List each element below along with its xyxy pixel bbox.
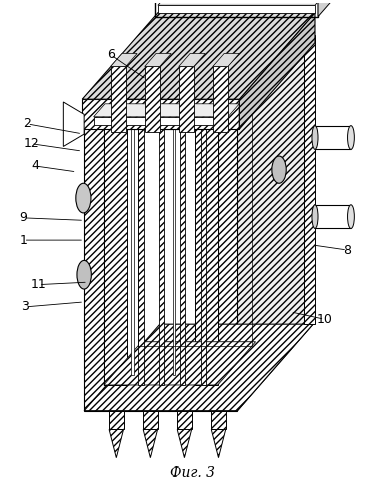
Polygon shape xyxy=(172,129,175,375)
Polygon shape xyxy=(111,54,137,66)
Ellipse shape xyxy=(76,183,91,213)
Polygon shape xyxy=(158,0,347,5)
Polygon shape xyxy=(104,342,256,385)
Polygon shape xyxy=(179,54,205,66)
Text: 3: 3 xyxy=(22,300,30,314)
Ellipse shape xyxy=(77,260,91,289)
Ellipse shape xyxy=(348,205,354,229)
Polygon shape xyxy=(179,66,194,132)
Polygon shape xyxy=(104,42,293,129)
Polygon shape xyxy=(237,35,313,410)
Polygon shape xyxy=(94,117,228,125)
Polygon shape xyxy=(143,410,157,430)
Text: 10: 10 xyxy=(316,312,333,326)
Polygon shape xyxy=(318,0,333,16)
Polygon shape xyxy=(82,12,315,99)
Polygon shape xyxy=(211,430,226,458)
Polygon shape xyxy=(304,35,315,324)
Polygon shape xyxy=(159,129,164,385)
Text: 11: 11 xyxy=(31,278,46,291)
Polygon shape xyxy=(138,129,144,385)
Polygon shape xyxy=(239,12,315,129)
Polygon shape xyxy=(143,430,157,458)
Polygon shape xyxy=(201,129,206,385)
Text: 8: 8 xyxy=(343,244,351,256)
Polygon shape xyxy=(177,430,192,458)
Polygon shape xyxy=(180,129,185,385)
Ellipse shape xyxy=(348,126,354,150)
Text: 2: 2 xyxy=(23,118,31,130)
Polygon shape xyxy=(109,430,124,458)
Polygon shape xyxy=(177,410,192,430)
Polygon shape xyxy=(195,129,218,385)
Ellipse shape xyxy=(312,205,318,229)
Polygon shape xyxy=(213,66,228,132)
Polygon shape xyxy=(84,122,237,410)
Polygon shape xyxy=(213,54,239,66)
Polygon shape xyxy=(109,410,124,430)
Ellipse shape xyxy=(272,156,286,183)
Polygon shape xyxy=(94,104,239,117)
Polygon shape xyxy=(104,129,127,385)
Ellipse shape xyxy=(312,126,318,150)
Text: 1: 1 xyxy=(20,234,28,246)
Polygon shape xyxy=(145,54,171,66)
Polygon shape xyxy=(104,129,218,385)
Polygon shape xyxy=(158,5,315,12)
Polygon shape xyxy=(111,66,126,132)
Text: 4: 4 xyxy=(31,160,39,172)
Text: 9: 9 xyxy=(20,212,28,224)
Text: 6: 6 xyxy=(107,48,114,61)
Polygon shape xyxy=(145,66,160,132)
Polygon shape xyxy=(211,410,226,430)
Text: Фиг. 3: Фиг. 3 xyxy=(169,466,215,480)
Polygon shape xyxy=(84,324,313,410)
Polygon shape xyxy=(84,35,313,122)
Text: 12: 12 xyxy=(23,137,39,150)
Polygon shape xyxy=(82,99,239,129)
Polygon shape xyxy=(63,102,84,146)
Polygon shape xyxy=(131,129,134,375)
